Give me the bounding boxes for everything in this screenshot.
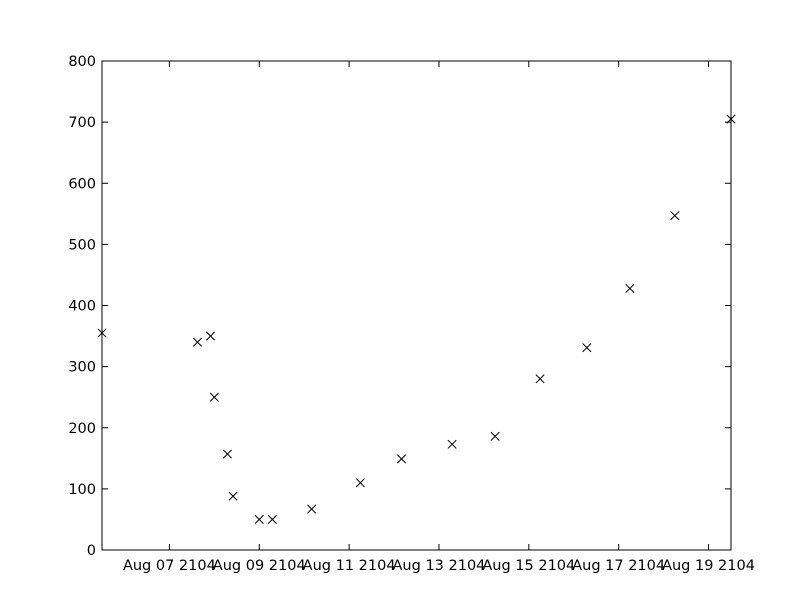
marker-stroke xyxy=(355,478,365,488)
data-point xyxy=(206,331,216,341)
x-tick-label: Aug 09 2104 xyxy=(213,558,306,574)
data-point xyxy=(228,491,238,501)
data-point xyxy=(490,431,500,441)
data-point xyxy=(192,337,203,347)
marker-stroke xyxy=(307,504,317,514)
x-tick-label: Aug 17 2104 xyxy=(572,558,665,574)
x-tick-label: Aug 15 2104 xyxy=(482,558,575,574)
marker-stroke xyxy=(267,514,277,524)
y-tick-label: 300 xyxy=(68,360,96,376)
y-tick-label: 500 xyxy=(68,237,96,253)
plot-area xyxy=(102,61,731,550)
data-point xyxy=(582,343,592,353)
y-tick-label: 700 xyxy=(68,115,96,131)
x-tick-label: Aug 11 2104 xyxy=(303,558,396,574)
data-point xyxy=(307,504,317,514)
data-point xyxy=(625,283,635,293)
data-point xyxy=(222,449,232,459)
y-tick-label: 800 xyxy=(68,54,96,70)
data-point xyxy=(396,454,407,464)
marker-stroke xyxy=(228,491,238,501)
marker-stroke xyxy=(625,283,635,293)
marker-stroke xyxy=(192,337,203,347)
marker-stroke xyxy=(582,343,592,353)
data-points xyxy=(97,114,736,524)
data-point xyxy=(670,211,680,221)
data-point xyxy=(254,514,264,524)
y-tick-label: 0 xyxy=(87,543,96,559)
marker-stroke xyxy=(209,392,219,402)
marker-stroke xyxy=(396,454,407,464)
marker-stroke xyxy=(222,449,232,459)
data-point xyxy=(267,514,277,524)
marker-stroke xyxy=(206,331,216,341)
marker-stroke xyxy=(670,211,680,221)
y-tick-label: 100 xyxy=(68,482,96,498)
data-point xyxy=(447,439,457,449)
data-point xyxy=(209,392,219,402)
marker-stroke xyxy=(447,439,457,449)
y-tick-label: 400 xyxy=(68,299,96,315)
x-tick-label: Aug 13 2104 xyxy=(393,558,486,574)
data-point xyxy=(355,478,365,488)
marker-stroke xyxy=(490,431,500,441)
marker-stroke xyxy=(535,374,545,384)
marker-stroke xyxy=(254,514,264,524)
data-point xyxy=(535,374,545,384)
x-tick-label: Aug 19 2104 xyxy=(662,558,755,574)
y-tick-label: 200 xyxy=(68,421,96,437)
plot-background xyxy=(102,61,731,550)
x-tick-label: Aug 07 2104 xyxy=(123,558,216,574)
y-tick-label: 600 xyxy=(68,176,96,192)
